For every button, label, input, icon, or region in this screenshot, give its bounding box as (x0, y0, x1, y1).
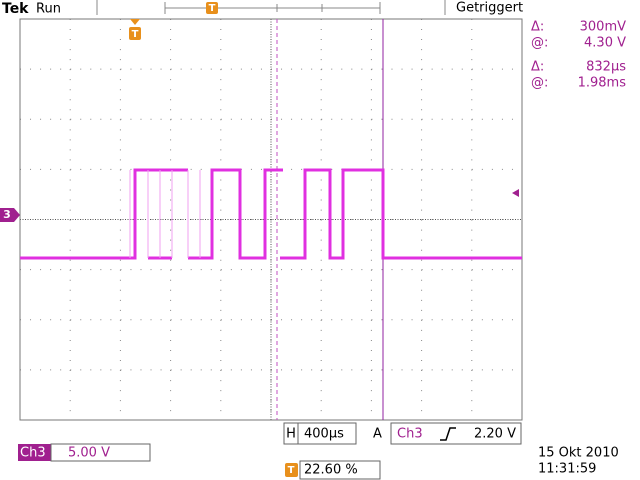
trigger-level-marker (512, 189, 519, 197)
trigger-position-box (299, 460, 381, 480)
trigger-level: 2.20 V (474, 427, 516, 442)
timebase-box (297, 422, 357, 445)
delta-label: Δ: (531, 20, 544, 35)
timebase-value: 400µs (304, 427, 344, 442)
graticule-border (19, 18, 523, 421)
channel-name: Ch3 (20, 446, 46, 461)
at-value: 4.30 V (584, 36, 626, 51)
channel-name-box (18, 444, 51, 461)
svg-text:T: T (288, 465, 295, 476)
trigger-marker: T (129, 19, 141, 40)
channel-scale-box (50, 443, 151, 462)
record-bar (96, 0, 446, 15)
channel-marker-label: 3 (3, 208, 11, 221)
trigger-state: Getriggert (456, 1, 523, 16)
at-label: @: (531, 76, 548, 91)
channel-marker: 3 (0, 208, 20, 222)
at-value: 1.98ms (578, 76, 627, 91)
trigger-position-icon-bottom: T (285, 463, 298, 477)
trigger-slope (440, 427, 456, 441)
delta-label: Δ: (531, 60, 544, 75)
delta-value: 832µs (586, 60, 626, 75)
trigger-position-icon: T (206, 2, 218, 14)
trigger-source: Ch3 (397, 427, 423, 442)
waveform (20, 168, 522, 260)
time: 11:31:59 (538, 462, 596, 477)
timebase-label: H (286, 427, 296, 442)
svg-text:T: T (209, 3, 216, 14)
svg-text:T: T (132, 29, 139, 40)
channel-scale: 5.00 V (68, 446, 110, 461)
cursor-readouts: Δ: 300mV @: 4.30 V Δ: 832µs @: 1.98ms (531, 20, 626, 91)
delta-value: 300mV (580, 20, 626, 35)
run-status: Run (36, 2, 61, 17)
brand: Tek (2, 1, 29, 17)
date: 15 Okt 2010 (538, 446, 619, 461)
trigger-position: 22.60 % (304, 463, 358, 478)
at-label: @: (531, 36, 548, 51)
trigger-label: A (373, 427, 382, 442)
trigger-box (390, 422, 522, 445)
waveform-edges (129, 170, 201, 258)
